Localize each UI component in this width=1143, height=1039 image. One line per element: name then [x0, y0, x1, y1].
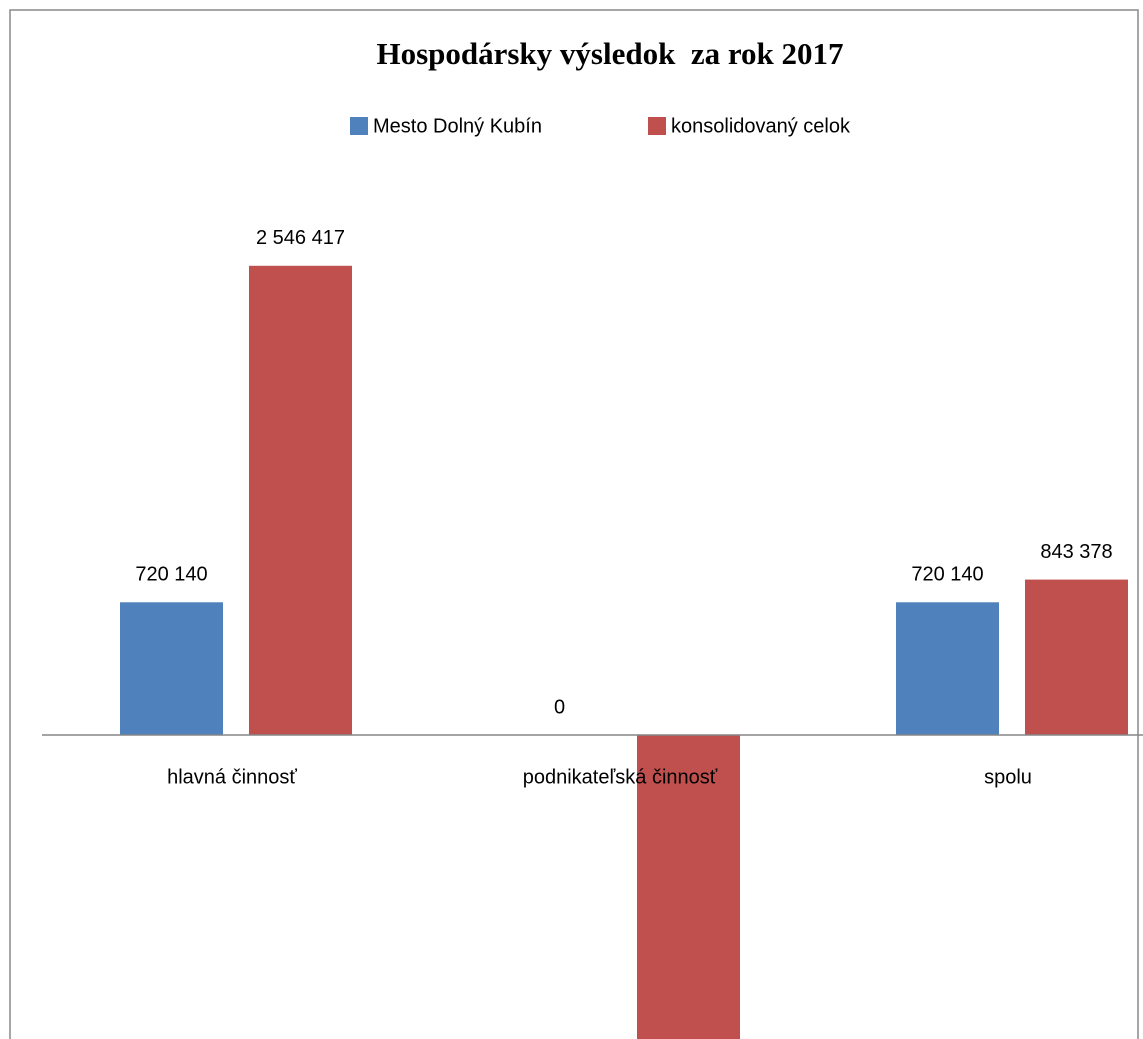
- chart-title: Hospodársky výsledok za rok 2017: [376, 36, 843, 71]
- x-tick-label: hlavná činnosť: [167, 766, 297, 788]
- bar: [896, 602, 999, 735]
- data-label: 0: [554, 696, 565, 718]
- x-tick-label: spolu: [984, 766, 1032, 788]
- legend-swatch: [648, 117, 666, 135]
- legend-label: konsolidovaný celok: [671, 115, 851, 137]
- chart-frame: [9, 9, 1139, 1039]
- x-tick-label: podnikateľská činnosť: [523, 766, 718, 788]
- bar: [249, 265, 352, 735]
- legend-label: Mesto Dolný Kubín: [373, 115, 542, 137]
- data-label: 720 140: [911, 564, 983, 586]
- bar: [120, 602, 223, 735]
- data-label: 2 546 417: [256, 227, 345, 249]
- bar: [637, 734, 740, 1039]
- data-label: 720 140: [135, 564, 207, 586]
- legend-swatch: [350, 117, 368, 135]
- data-label: 843 378: [1040, 541, 1112, 563]
- plot-area: 720 140 0 720 140 2 546 417 843 378: [120, 227, 1128, 1039]
- bar: [1025, 579, 1128, 735]
